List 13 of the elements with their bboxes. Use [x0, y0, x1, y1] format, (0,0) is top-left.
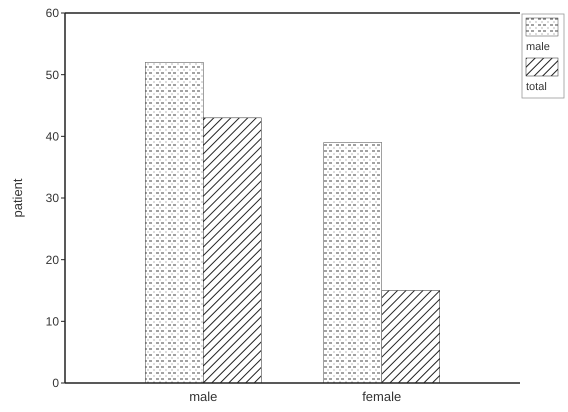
y-tick-label: 60 [46, 6, 60, 20]
bar [145, 62, 204, 384]
y-tick-label: 0 [52, 376, 60, 390]
legend-label: total [526, 81, 547, 93]
y-tick-label: 30 [46, 191, 60, 206]
x-tick-label: female [362, 389, 402, 404]
y-tick-label: 10 [46, 314, 60, 329]
y-axis-title: patient [10, 178, 25, 218]
legend-label: male [526, 41, 550, 53]
bar [323, 142, 382, 384]
y-tick-label: 50 [46, 68, 60, 82]
y-tick-label: 40 [46, 130, 60, 144]
y-tick-label: 20 [46, 252, 60, 267]
